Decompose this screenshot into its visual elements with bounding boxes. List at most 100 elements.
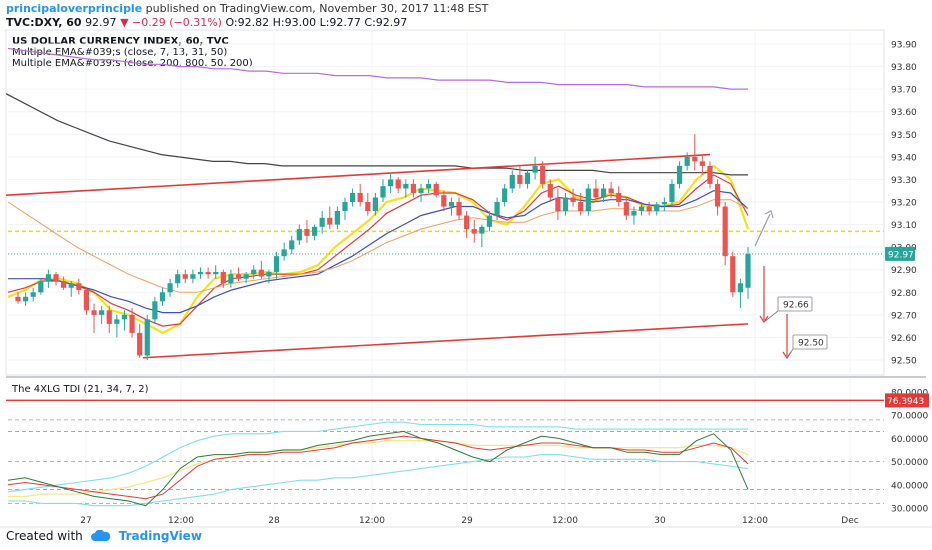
- candle-body: [714, 183, 721, 207]
- candle-body: [342, 202, 348, 212]
- candle-body: [167, 283, 173, 293]
- ema-legend-2[interactable]: Multiple EMA&#039;s (close, 200, 800, 50…: [12, 58, 253, 69]
- candle-body: [91, 310, 97, 315]
- candle-body: [258, 269, 264, 277]
- price-axis[interactable]: 93.90 93.80 93.70 93.60 93.50 93.40 93.30 93.20…: [8, 41, 917, 367]
- tdi-level-label: 76.3943: [887, 397, 924, 407]
- time-axis[interactable]: 27 12:00 28 12:00 29 12:00 30 12:00 Dec: [80, 516, 858, 526]
- candle-body: [205, 271, 211, 275]
- candle-body: [562, 197, 569, 212]
- candle-body: [114, 319, 120, 324]
- time-tick-label: 12:00: [742, 516, 768, 526]
- time-tick-label: 30: [654, 516, 666, 526]
- candle-body: [722, 206, 728, 257]
- tdi-signal-line: [7, 435, 749, 500]
- time-tick-label: 27: [80, 516, 91, 526]
- candle-body: [654, 204, 660, 212]
- price-tick-label: 92.50: [891, 357, 917, 367]
- callout-pointer: [763, 310, 779, 323]
- candle-body: [699, 161, 705, 166]
- candle-body: [289, 240, 295, 250]
- candle-body: [730, 256, 736, 293]
- price-tick-label: 93.80: [891, 63, 917, 73]
- candle-body: [532, 165, 538, 173]
- price-tick-label: 93.90: [891, 41, 917, 51]
- ema-line-ema-50: [7, 199, 749, 293]
- candle-body: [235, 274, 242, 279]
- candle-body: [228, 274, 234, 284]
- candle-body: [623, 202, 629, 216]
- candle-body: [45, 274, 52, 281]
- chart-header: principaloverprinciple published on Trad…: [6, 2, 926, 30]
- ema-line-ema-200: [5, 93, 748, 176]
- ema-legend-1[interactable]: Multiple EMA&#039;s (close, 7, 13, 31, 5…: [12, 47, 228, 58]
- candle-body: [357, 192, 363, 202]
- candle-body: [152, 301, 158, 320]
- candle-body: [464, 215, 470, 230]
- tdi-lower-band-line: [8, 454, 749, 507]
- callout-box: [792, 334, 828, 350]
- up-arrow-head: [764, 210, 774, 219]
- candle-body: [433, 183, 439, 196]
- candle-body: [448, 202, 455, 207]
- candle-body: [319, 217, 325, 227]
- callout-box: [777, 296, 813, 312]
- tdi-label[interactable]: The 4XLG TDI (21, 34, 7, 2): [12, 384, 149, 395]
- candle-body: [23, 296, 29, 302]
- candle-body: [266, 271, 272, 277]
- candle-body: [676, 165, 683, 184]
- candle-body: [61, 281, 67, 288]
- price-tick-label: 93.70: [891, 86, 917, 96]
- channel-upper-line: [5, 153, 711, 197]
- price-tick-label: 93.20: [891, 199, 917, 209]
- candle-body: [570, 197, 576, 202]
- ticker-symbol: TVC:DXY, 60: [6, 16, 82, 29]
- candle-body: [456, 202, 462, 216]
- candle-body: [524, 172, 531, 184]
- projection-annotations[interactable]: 92.66 92.50: [754, 210, 828, 360]
- callout-pointer: [786, 348, 794, 359]
- candle-body: [661, 202, 667, 205]
- candle-body: [608, 188, 614, 193]
- candles: [15, 134, 751, 360]
- footer: Created with TradingView: [6, 529, 202, 543]
- price-tick-label: 92.80: [891, 289, 917, 299]
- candle-body: [410, 183, 417, 193]
- candle-body: [403, 183, 409, 189]
- candle-body: [365, 202, 371, 212]
- candle-body: [479, 226, 485, 234]
- candle-body: [190, 274, 196, 279]
- tdi-tick-label: 70.0000: [891, 412, 928, 422]
- candle-body: [197, 271, 204, 275]
- tdi-axis[interactable]: 80.000070.000060.000050.000040.000030.00…: [885, 389, 929, 515]
- candle-body: [175, 274, 181, 284]
- last-price-label: 92.97: [888, 250, 914, 260]
- candle-body: [486, 215, 493, 227]
- price-tick-label: 93.50: [891, 131, 917, 141]
- candle-body: [68, 283, 74, 288]
- author-name[interactable]: principaloverprinciple: [6, 2, 143, 15]
- time-tick-label: 12:00: [168, 516, 194, 526]
- candle-body: [273, 256, 280, 272]
- tdi-rsi-line: [7, 430, 749, 507]
- candle-body: [585, 188, 591, 212]
- candle-body: [494, 202, 500, 216]
- candle-body: [137, 332, 143, 356]
- ohlc-values: O:92.82 H:93.00 L:92.77 C:92.97: [225, 16, 408, 29]
- candle-body: [692, 156, 698, 162]
- candle-body: [144, 319, 150, 356]
- price-channel[interactable]: [5, 153, 749, 359]
- tradingview-brand[interactable]: TradingView: [118, 529, 202, 543]
- time-tick-label: 12:00: [552, 516, 578, 526]
- candle-body: [745, 253, 751, 288]
- tdi-tick-label: 40.0000: [891, 481, 928, 491]
- candle-body: [737, 283, 743, 293]
- candle-body: [502, 188, 508, 202]
- candle-body: [517, 174, 523, 184]
- time-tick-label: 28: [268, 516, 280, 526]
- callout-label: 92.66: [783, 301, 809, 311]
- candle-body: [251, 269, 257, 275]
- candle-body: [616, 192, 622, 202]
- candle-body: [121, 314, 128, 320]
